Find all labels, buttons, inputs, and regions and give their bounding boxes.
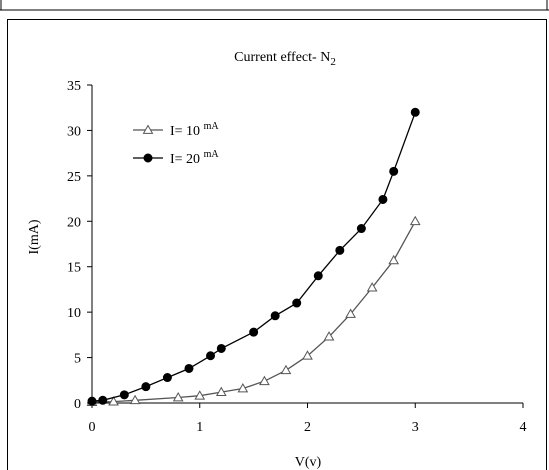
y-tick-label: 10 [67,306,81,321]
series-2-point [98,395,108,405]
series-2-point [206,351,216,361]
x-tick-label: 4 [520,420,527,435]
series-1-point [172,392,184,402]
series-1-point [366,282,378,292]
x-tick-label: 1 [196,420,203,435]
series-1-point [194,390,206,400]
series-2-point [270,311,280,321]
legend-label-superscript: mA [204,121,220,132]
legend-label-text: I= 20 [170,152,204,167]
y-tick-label: 35 [67,79,81,94]
series-1-point [345,308,356,318]
y-axis-label: I(mA) [27,219,42,254]
series-2-point [249,327,259,337]
chart-title-subscript: 2 [330,56,336,68]
series-1-point [280,364,292,375]
y-tick-label: 15 [67,261,81,276]
y-tick-label: 30 [67,124,81,139]
legend-swatch-marker [142,124,154,134]
top-frame [0,0,549,11]
series-2-point [356,224,366,234]
legend-label-superscript: mA [204,149,220,160]
series-2-line [91,112,416,402]
series-2-point [119,390,129,400]
series-2-point [389,166,399,176]
legend-label: I= 10 mA [170,121,219,139]
series-1-point [409,215,421,226]
series-2-point [410,107,420,117]
x-tick-label: 0 [89,420,96,435]
series-1-point [388,254,400,265]
y-tick-label: 5 [74,352,81,367]
series-1-point [215,386,227,396]
y-tick-label: 20 [67,215,81,230]
legend-label-text: I= 10 [170,124,204,139]
series-1-point [259,375,270,386]
y-tick-label: 0 [74,397,81,412]
series-1-point [237,382,249,393]
series-1-line [91,220,416,403]
series-2-point [216,343,226,353]
series-1-point [302,350,313,360]
y-tick-label: 25 [67,170,81,185]
x-tick-label: 2 [304,420,311,435]
series-2-point [141,382,151,392]
series-2-point [292,298,302,308]
chart-frame [7,19,547,470]
series-1-point [129,394,141,405]
legend-label: I= 20 mA [170,149,219,167]
series-2-point [87,396,97,406]
chart-title: Current effect- N2 [234,50,336,68]
series-2-point [313,271,323,281]
x-tick-label: 3 [412,420,419,435]
series-2 [87,107,420,406]
series-2-point [378,194,388,204]
legend-entry-1: I= 10 mA [133,121,219,139]
series-2-point [184,363,194,373]
legend-swatch-marker [143,153,153,163]
x-axis-label: V(v) [295,455,322,470]
legend: I= 10 mAI= 20 mA [133,121,219,167]
series-1-point [323,331,335,341]
series-1 [86,215,421,406]
series-2-point [335,245,345,255]
series-1-point [108,396,119,406]
series-layer [86,107,421,406]
axes: 0 5 10 15 20 25 30 35 0 1 2 3 4 [67,79,527,435]
series-2-point [162,373,172,383]
legend-entry-2: I= 20 mA [133,149,219,167]
